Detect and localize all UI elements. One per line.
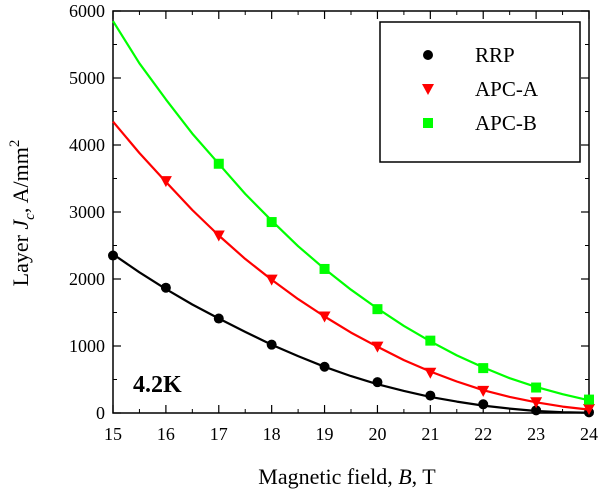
x-tick-label: 19 xyxy=(316,424,334,444)
rrp-point xyxy=(160,282,171,293)
apc-a-point xyxy=(318,311,331,323)
y-axis-title-superscript: 2 xyxy=(7,140,23,148)
apc-b-point xyxy=(478,363,489,374)
apc-b-point xyxy=(213,158,224,169)
temperature-annotation: 4.2K xyxy=(133,372,182,398)
x-tick-label: 23 xyxy=(527,424,545,444)
apc-b-point xyxy=(425,335,436,346)
y-tick-label: 6000 xyxy=(69,1,105,21)
y-axis-title-variable: J xyxy=(8,219,33,230)
x-tick-label: 21 xyxy=(421,424,439,444)
legend-rrp-marker xyxy=(423,50,433,60)
apc-b-point xyxy=(319,263,330,274)
y-tick-label: 5000 xyxy=(69,68,105,88)
apc-a-point xyxy=(371,341,384,353)
x-tick-label: 24 xyxy=(580,424,598,444)
x-axis-title-variable: B xyxy=(398,464,411,489)
legend-rrp-label: RRP xyxy=(475,43,515,67)
apc-b-point xyxy=(584,394,594,405)
apc-b-point xyxy=(372,304,383,315)
y-axis-title-suffix: , A/mm xyxy=(8,147,33,213)
rrp-point xyxy=(319,361,330,372)
apc-a-point xyxy=(530,397,543,409)
apc-a-point xyxy=(265,274,278,286)
legend-apc-b-marker xyxy=(423,118,433,128)
x-axis-title-suffix: , T xyxy=(412,464,437,489)
apc-a-point xyxy=(159,176,172,188)
apc-a-fit-line xyxy=(112,120,590,411)
rrp-fit-line xyxy=(112,253,590,414)
apc-b-fit-line xyxy=(112,20,590,402)
rrp-point xyxy=(108,250,118,261)
apc-b-point xyxy=(531,382,542,393)
legend-apc-a-marker xyxy=(422,84,434,95)
apc-a-point xyxy=(424,367,437,379)
x-axis-title-prefix: Magnetic field, xyxy=(258,464,398,489)
x-tick-label: 22 xyxy=(474,424,492,444)
y-axis-title-subscript: c xyxy=(22,213,38,220)
y-tick-label: 1000 xyxy=(69,336,105,356)
x-tick-label: 16 xyxy=(157,424,175,444)
y-axis-title-prefix: Layer xyxy=(8,230,33,287)
rrp-point xyxy=(213,313,224,324)
x-tick-label: 20 xyxy=(368,424,386,444)
y-tick-label: 4000 xyxy=(69,135,105,155)
x-tick-label: 15 xyxy=(104,424,122,444)
x-tick-label: 17 xyxy=(210,424,228,444)
legend-apc-a-label: APC-A xyxy=(475,77,539,101)
y-tick-label: 2000 xyxy=(69,269,105,289)
plot-area: 15 16 17 18 19 20 21 22 23 24 0 1000 2000 3000 4000 500… xyxy=(69,1,598,444)
rrp-point xyxy=(266,339,277,350)
x-axis-title: Magnetic field, B, T xyxy=(258,464,436,489)
legend-box xyxy=(379,21,581,163)
apc-a-point xyxy=(212,230,225,242)
apc-a-point xyxy=(477,385,490,397)
rrp-point xyxy=(425,390,436,401)
x-tick-label: 18 xyxy=(263,424,281,444)
legend-apc-b-label: APC-B xyxy=(475,111,537,135)
apc-b-point xyxy=(266,217,277,228)
y-tick-label: 0 xyxy=(96,403,105,423)
y-axis-title: Layer Jc, A/mm2 xyxy=(7,140,38,287)
rrp-point xyxy=(478,399,489,410)
apc-a-point xyxy=(583,403,595,415)
rrp-point xyxy=(372,377,383,388)
rrp-point xyxy=(531,405,542,416)
y-tick-label: 3000 xyxy=(69,202,105,222)
